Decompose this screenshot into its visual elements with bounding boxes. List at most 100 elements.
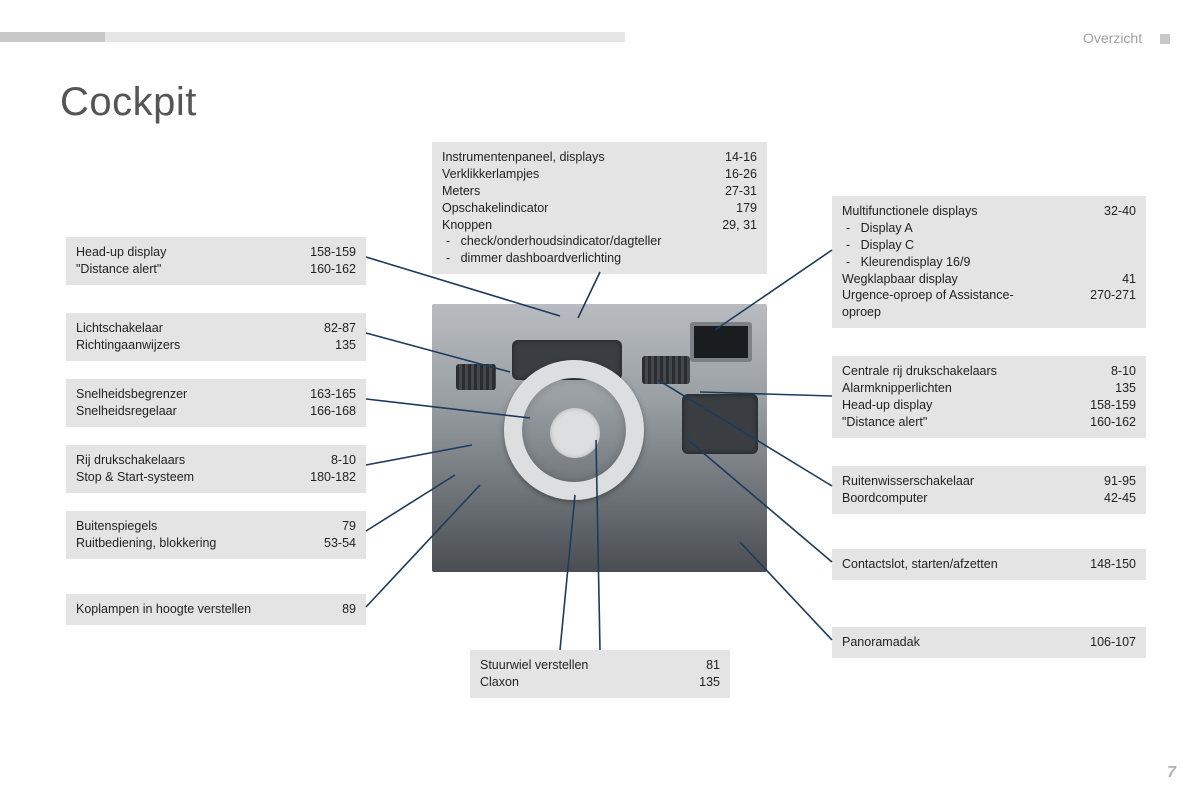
callout-pages: 179 xyxy=(736,200,757,217)
callout-left3: Snelheidsbegrenzer163-165Snelheidsregela… xyxy=(66,379,366,427)
callout-label: Urgence-oproep of Assistance- oproep xyxy=(842,287,1014,321)
cockpit-illustration xyxy=(432,304,767,572)
callout-right4: Contactslot, starten/afzetten 148-150 xyxy=(832,549,1146,580)
callout-right3: Ruitenwisserschakelaar91-95Boordcomputer… xyxy=(832,466,1146,514)
callout-label: Lichtschakelaar xyxy=(76,320,163,337)
callout-top_center: Instrumentenpaneel, displays14-16Verklik… xyxy=(432,142,767,274)
callout-row: Richtingaanwijzers 135 xyxy=(76,337,356,354)
callout-row: Stuurwiel verstellen 81 xyxy=(480,657,720,674)
callout-pages: 14-16 xyxy=(725,149,757,166)
callout-row: Contactslot, starten/afzetten 148-150 xyxy=(842,556,1136,573)
callout-pages: 160-162 xyxy=(310,261,356,278)
callout-subitem: check/onderhoudsindicator/dagteller xyxy=(442,233,757,250)
callout-label: "Distance alert" xyxy=(842,414,927,431)
callout-label: Richtingaanwijzers xyxy=(76,337,180,354)
callout-row: Verklikkerlampjes 16-26 xyxy=(442,166,757,183)
callout-label: Ruitbediening, blokkering xyxy=(76,535,216,552)
callout-pages: 158-159 xyxy=(310,244,356,261)
header-bar-light xyxy=(105,32,625,42)
callout-row: Head-up display158-159 xyxy=(842,397,1136,414)
callout-label: Panoramadak xyxy=(842,634,920,651)
callout-label: Head-up display xyxy=(76,244,166,261)
callout-label: Multifunctionele displays xyxy=(842,203,978,220)
callout-row: Koplampen in hoogte verstellen89 xyxy=(76,601,356,618)
callout-row: Snelheidsbegrenzer 163-165 xyxy=(76,386,356,403)
callout-subitem: Kleurendisplay 16/9 xyxy=(842,254,1136,271)
callout-left2: Lichtschakelaar 82-87 Richtingaanwijzers 13… xyxy=(66,313,366,361)
callout-subitem: Display C xyxy=(842,237,1136,254)
callout-label: Head-up display xyxy=(842,397,932,414)
callout-row: Centrale rij drukschakelaars 8-10 xyxy=(842,363,1136,380)
callout-label: Snelheidsbegrenzer xyxy=(76,386,187,403)
callout-row: Opschakelindicator 179 xyxy=(442,200,757,217)
callout-row: Multifunctionele displays 32-40 xyxy=(842,203,1136,220)
callout-label: Ruitenwisserschakelaar xyxy=(842,473,974,490)
callout-row: Lichtschakelaar 82-87 xyxy=(76,320,356,337)
callout-row: Ruitbediening, blokkering 53-54 xyxy=(76,535,356,552)
callout-right1: Multifunctionele displays 32-40Display AD… xyxy=(832,196,1146,328)
callout-row: Ruitenwisserschakelaar91-95 xyxy=(842,473,1136,490)
callout-pages: 135 xyxy=(335,337,356,354)
callout-label: Verklikkerlampjes xyxy=(442,166,539,183)
callout-pages: 106-107 xyxy=(1090,634,1136,651)
callout-label: Snelheidsregelaar xyxy=(76,403,177,420)
callout-label: Knoppen xyxy=(442,217,492,234)
callout-label: Alarmknipperlichten xyxy=(842,380,952,397)
callout-row: Boordcomputer 42-45 xyxy=(842,490,1136,507)
callout-label: "Distance alert" xyxy=(76,261,161,278)
callout-pages: 180-182 xyxy=(310,469,356,486)
steering-wheel-hub-icon xyxy=(550,408,600,458)
callout-pages: 53-54 xyxy=(324,535,356,552)
callout-label: Contactslot, starten/afzetten xyxy=(842,556,998,573)
callout-pages: 27-31 xyxy=(725,183,757,200)
callout-subitem: dimmer dashboardverlichting xyxy=(442,250,757,267)
callout-pages: 89 xyxy=(342,601,356,618)
callout-label: Claxon xyxy=(480,674,519,691)
callout-pages: 29, 31 xyxy=(722,217,757,234)
callout-pages: 270-271 xyxy=(1090,287,1136,321)
page-number: 7 xyxy=(1167,764,1176,782)
callout-label: Opschakelindicator xyxy=(442,200,548,217)
air-vent-icon xyxy=(456,364,496,390)
callout-label: Centrale rij drukschakelaars xyxy=(842,363,997,380)
callout-pages: 163-165 xyxy=(310,386,356,403)
callout-row: Urgence-oproep of Assistance- oproep 270-… xyxy=(842,287,1136,321)
callout-label: Rij drukschakelaars xyxy=(76,452,185,469)
callout-row: Head-up display 158-159 xyxy=(76,244,356,261)
callout-pages: 81 xyxy=(706,657,720,674)
callout-row: Buitenspiegels 79 xyxy=(76,518,356,535)
callout-subitem: Display A xyxy=(842,220,1136,237)
section-marker-icon xyxy=(1160,34,1170,44)
callout-label: Stuurwiel verstellen xyxy=(480,657,588,674)
callout-row: "Distance alert" 160-162 xyxy=(76,261,356,278)
callout-pages: 8-10 xyxy=(1111,363,1136,380)
callout-row: Rij drukschakelaars8-10 xyxy=(76,452,356,469)
callout-left6: Koplampen in hoogte verstellen89 xyxy=(66,594,366,625)
callout-pages: 135 xyxy=(1115,380,1136,397)
callout-pages: 42-45 xyxy=(1104,490,1136,507)
callout-label: Boordcomputer xyxy=(842,490,927,507)
callout-left4: Rij drukschakelaars8-10Stop & Start-syst… xyxy=(66,445,366,493)
callout-label: Buitenspiegels xyxy=(76,518,157,535)
callout-pages: 79 xyxy=(342,518,356,535)
section-text: Overzicht xyxy=(1083,30,1142,46)
display-screen-icon xyxy=(690,322,752,362)
callout-label: Meters xyxy=(442,183,480,200)
callout-label: Stop & Start-systeem xyxy=(76,469,194,486)
header-bar-dark xyxy=(0,32,105,42)
callout-row: Claxon135 xyxy=(480,674,720,691)
callout-pages: 32-40 xyxy=(1104,203,1136,220)
page-title: Cockpit xyxy=(60,80,197,125)
callout-right2: Centrale rij drukschakelaars8-10Alarmkni… xyxy=(832,356,1146,438)
callout-row: Snelheidsregelaar 166-168 xyxy=(76,403,356,420)
callout-left5: Buitenspiegels79Ruitbediening, blokkerin… xyxy=(66,511,366,559)
callout-pages: 82-87 xyxy=(324,320,356,337)
center-console-icon xyxy=(682,394,758,454)
callout-label: Instrumentenpaneel, displays xyxy=(442,149,605,166)
callout-pages: 160-162 xyxy=(1090,414,1136,431)
callout-row: Panoramadak 106-107 xyxy=(842,634,1136,651)
callout-row: Alarmknipperlichten 135 xyxy=(842,380,1136,397)
callout-pages: 16-26 xyxy=(725,166,757,183)
callout-pages: 148-150 xyxy=(1090,556,1136,573)
callout-pages: 166-168 xyxy=(310,403,356,420)
